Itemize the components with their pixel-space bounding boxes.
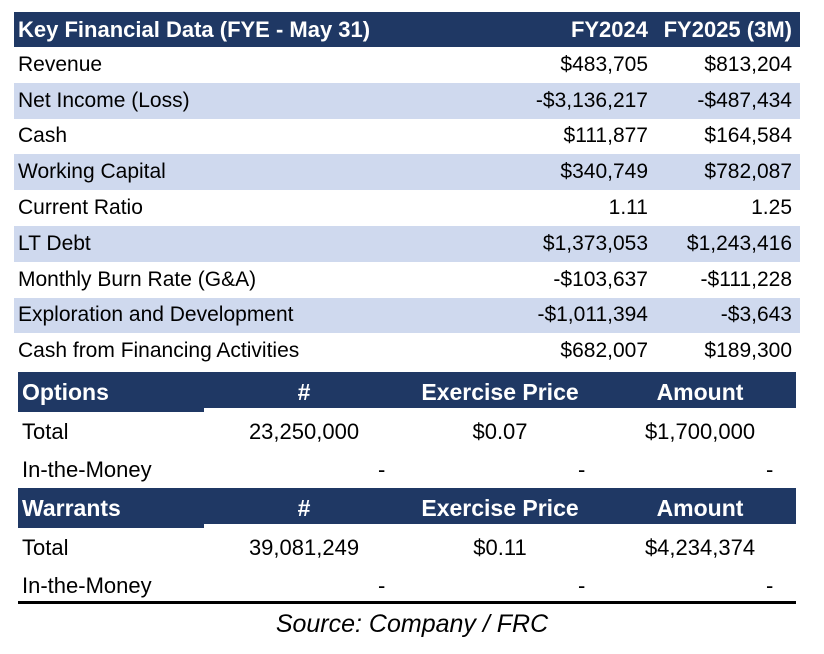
warrants-total-label: Total — [22, 535, 69, 560]
row-value-fy2025: 1.25 — [751, 196, 792, 220]
warrants-itm-row: In-the-Money - - - — [18, 566, 796, 604]
header-divider — [204, 524, 796, 528]
options-itm-row: In-the-Money - - - — [18, 450, 796, 488]
row-value-fy2024: -$103,637 — [553, 267, 648, 291]
table-row: Exploration and Development -$1,011,394 … — [14, 297, 800, 334]
options-total-label: Total — [22, 419, 69, 444]
options-itm-amount: - — [766, 457, 774, 482]
source-caption: Source: Company / FRC — [275, 610, 549, 638]
table-row: LT Debt $1,373,053 $1,243,416 — [14, 225, 800, 262]
row-value-fy2024: 1.11 — [608, 196, 648, 220]
row-value-fy2025: -$3,643 — [652, 297, 800, 334]
warrants-total-count: 39,081,249 — [248, 535, 360, 560]
warrants-header-label: Warrants — [22, 495, 121, 521]
options-header-amount: Amount — [656, 379, 744, 405]
warrants-total-price: $0.11 — [473, 535, 527, 560]
financial-header-fy2025: FY2025 (3M) — [652, 12, 800, 47]
financial-header-row: Key Financial Data (FYE - May 31) FY2024… — [14, 12, 800, 47]
row-value-fy2025: -$487,434 — [652, 82, 800, 119]
financial-header-label: Key Financial Data (FYE - May 31) — [14, 12, 478, 47]
options-total-price: $0.07 — [472, 419, 528, 444]
header-divider — [204, 408, 796, 412]
options-header-label: Options — [22, 379, 109, 405]
row-value-fy2024: -$3,136,217 — [478, 82, 652, 119]
options-itm-count: - — [378, 457, 386, 482]
warrants-header-exercise-price: Exercise Price — [421, 495, 579, 521]
bottom-rule — [18, 601, 796, 604]
row-value-fy2024: $682,007 — [560, 339, 648, 363]
warrants-total-amount: $4,234,374 — [644, 535, 756, 560]
warrants-itm-amount: - — [766, 573, 774, 598]
row-value-fy2024: $111,877 — [563, 124, 648, 148]
options-total-amount: $1,700,000 — [644, 419, 756, 444]
table-row: Current Ratio 1.11 1.25 — [14, 190, 800, 226]
row-label: Monthly Burn Rate (G&A) — [18, 267, 257, 291]
row-label: Current Ratio — [18, 196, 143, 220]
table-row: Revenue $483,705 $813,204 — [14, 47, 800, 83]
row-label: Cash — [18, 124, 68, 148]
table-row: Cash from Financing Activities $682,007 … — [14, 333, 800, 369]
row-label: Exploration and Development — [14, 297, 478, 334]
table-row: Working Capital $340,749 $782,087 — [14, 154, 800, 191]
warrants-header-amount: Amount — [656, 495, 744, 521]
options-itm-label: In-the-Money — [22, 457, 152, 482]
warrants-header-count: # — [297, 495, 311, 521]
row-value-fy2025: $782,087 — [652, 154, 800, 191]
options-section: Options # Exercise Price Amount Total 23… — [18, 372, 796, 488]
row-value-fy2025: $1,243,416 — [652, 225, 800, 262]
row-label: Cash from Financing Activities — [18, 339, 300, 363]
options-itm-price: - — [578, 457, 586, 482]
row-value-fy2024: $340,749 — [478, 154, 652, 191]
row-label: Net Income (Loss) — [14, 82, 478, 119]
row-label: LT Debt — [14, 225, 478, 262]
table-row: Monthly Burn Rate (G&A) -$103,637 -$111,… — [14, 262, 800, 298]
financial-header-fy2024: FY2024 — [478, 12, 652, 47]
row-label: Revenue — [18, 52, 103, 76]
warrants-section: Warrants # Exercise Price Amount Total 3… — [18, 488, 796, 604]
row-value-fy2024: $483,705 — [560, 52, 648, 76]
warrants-header: Warrants # Exercise Price Amount — [18, 488, 796, 528]
options-total-row: Total 23,250,000 $0.07 $1,700,000 — [18, 412, 796, 450]
options-header: Options # Exercise Price Amount — [18, 372, 796, 412]
warrants-itm-price: - — [578, 573, 586, 598]
table-row: Net Income (Loss) -$3,136,217 -$487,434 — [14, 82, 800, 119]
warrants-itm-count: - — [378, 573, 386, 598]
table-row: Cash $111,877 $164,584 — [14, 119, 800, 155]
options-header-count: # — [297, 379, 311, 405]
row-value-fy2025: $813,204 — [704, 52, 792, 76]
row-value-fy2024: $1,373,053 — [478, 225, 652, 262]
options-total-count: 23,250,000 — [248, 419, 360, 444]
row-value-fy2025: -$111,228 — [700, 267, 792, 291]
warrants-itm-label: In-the-Money — [22, 573, 152, 598]
warrants-total-row: Total 39,081,249 $0.11 $4,234,374 — [18, 528, 796, 566]
key-financial-table: Key Financial Data (FYE - May 31) FY2024… — [14, 12, 800, 369]
options-header-exercise-price: Exercise Price — [421, 379, 579, 405]
row-label: Working Capital — [14, 154, 478, 191]
row-value-fy2024: -$1,011,394 — [478, 297, 652, 334]
row-value-fy2025: $189,300 — [704, 339, 792, 363]
row-value-fy2025: $164,584 — [704, 124, 792, 148]
